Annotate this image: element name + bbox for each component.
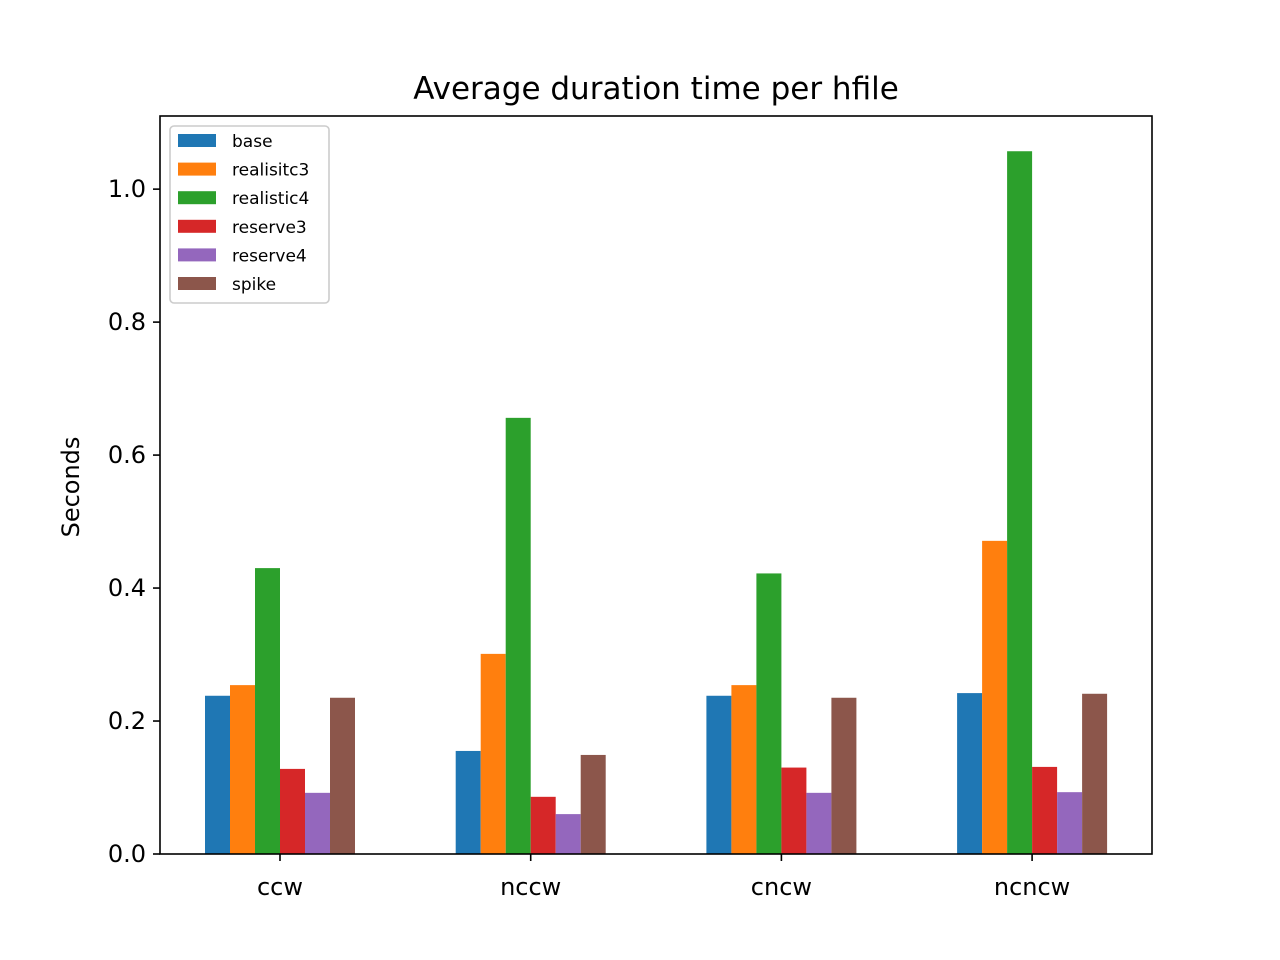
bar-spike-ccw xyxy=(330,697,355,854)
bar-base-nccw xyxy=(455,750,481,854)
bar-reserve4-ccw xyxy=(305,792,330,854)
legend-swatch-realistic4 xyxy=(178,191,216,205)
legend-swatch-spike xyxy=(178,277,216,290)
y-tick-label: 0.2 xyxy=(108,707,146,735)
bar-reserve3-ncncw xyxy=(1032,766,1058,854)
bars-layer xyxy=(205,151,1108,854)
bar-reserve4-ncncw xyxy=(1057,792,1083,854)
bar-realistic4-ncncw xyxy=(1007,151,1033,854)
legend-swatch-base xyxy=(178,134,216,147)
bar-realistic4-ccw xyxy=(255,568,280,854)
bar-spike-nccw xyxy=(580,754,606,854)
x-tick-label: nccw xyxy=(500,873,561,901)
bar-realisitc3-nccw xyxy=(480,653,506,854)
legend-label-base: base xyxy=(232,132,273,152)
x-tick-label: ccw xyxy=(257,873,303,901)
legend-label-spike: spike xyxy=(232,275,276,295)
legend-label-reserve3: reserve3 xyxy=(232,218,307,238)
x-axis: ccw nccw cncw ncncw xyxy=(257,854,1070,901)
y-tick-label: 0.0 xyxy=(108,840,146,868)
legend: base realisitc3 realistic4 reserve3 reserve4… xyxy=(169,125,330,304)
bar-base-ccw xyxy=(205,695,230,854)
bar-reserve4-cncw xyxy=(806,792,832,854)
y-tick-label: 1.0 xyxy=(108,175,146,203)
bar-realistic4-cncw xyxy=(756,573,782,854)
plot-frame xyxy=(159,115,1153,855)
bar-reserve3-cncw xyxy=(781,767,807,854)
legend-swatch-realisitc3 xyxy=(178,162,216,176)
legend-swatch-reserve4 xyxy=(178,248,216,262)
legend-label-realistic4: realistic4 xyxy=(232,189,309,209)
bar-realisitc3-cncw xyxy=(731,685,757,854)
legend-swatch-reserve3 xyxy=(178,219,216,233)
bar-reserve3-nccw xyxy=(530,796,556,854)
chart-title: Average duration time per hfile xyxy=(413,71,899,107)
y-tick-label: 0.6 xyxy=(108,441,146,469)
bar-reserve3-ccw xyxy=(280,768,305,854)
bar-reserve4-nccw xyxy=(555,814,581,854)
bar-realisitc3-ncncw xyxy=(982,540,1008,854)
y-axis-label: Seconds xyxy=(57,437,85,538)
y-tick-label: 0.4 xyxy=(108,574,146,602)
bar-spike-cncw xyxy=(831,697,857,854)
bar-realistic4-nccw xyxy=(505,417,531,854)
bar-base-ncncw xyxy=(957,693,983,854)
legend-label-reserve4: reserve4 xyxy=(232,246,307,266)
bar-realisitc3-ccw xyxy=(230,685,255,854)
x-tick-label: cncw xyxy=(751,873,812,901)
legend-label-realisitc3: realisitc3 xyxy=(232,161,309,181)
bar-base-cncw xyxy=(706,695,732,854)
x-tick-label: ncncw xyxy=(994,873,1070,901)
y-tick-label: 0.8 xyxy=(108,308,146,336)
bar-spike-ncncw xyxy=(1082,693,1108,854)
y-axis: 0.0 0.2 0.4 0.6 0.8 1.0 xyxy=(108,175,160,868)
